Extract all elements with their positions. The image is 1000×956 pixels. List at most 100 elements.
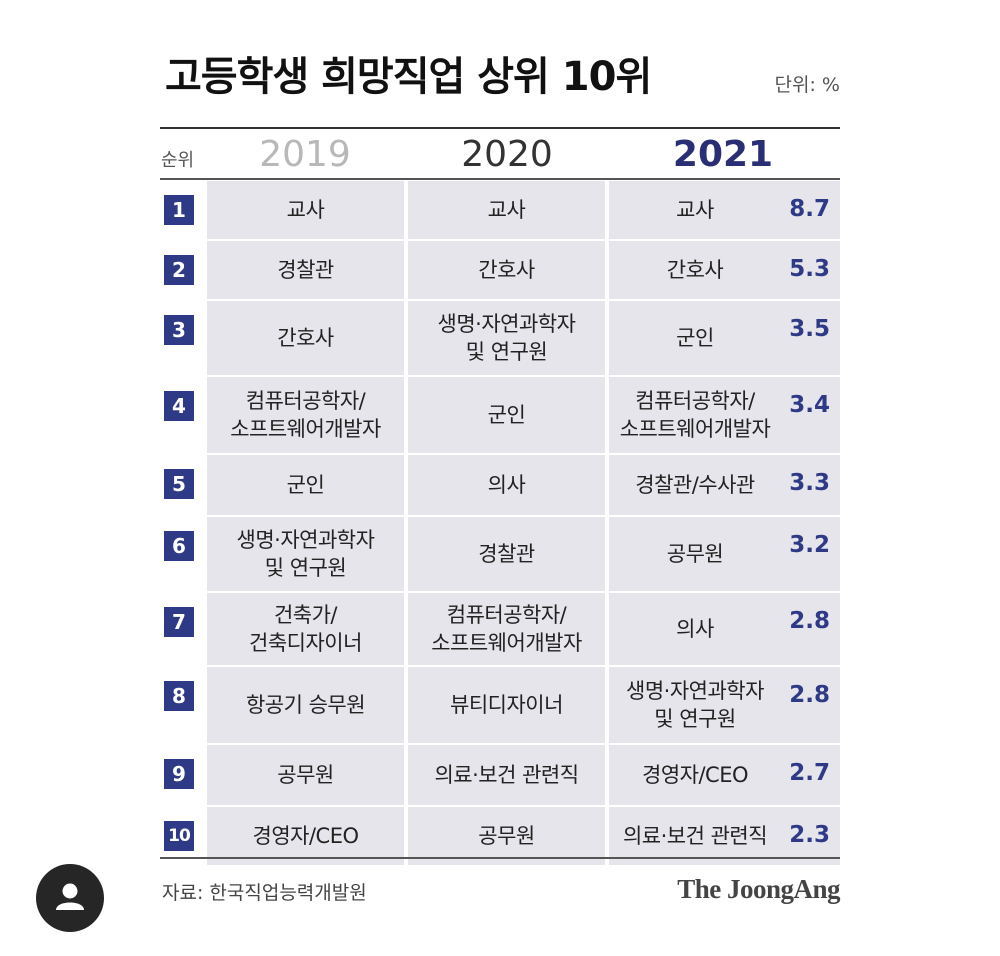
occupation-label: 교사	[487, 198, 526, 222]
percent-value: 3.3	[789, 470, 830, 496]
percent-value: 8.7	[789, 196, 830, 222]
rank-badge: 9	[164, 759, 194, 789]
cell-2020: 의사	[408, 455, 605, 515]
occupation-label: 생명·자연과학자 및 연구원	[626, 679, 764, 731]
header-2019: 2019	[259, 134, 351, 175]
cell-2019: 경영자/CEO	[207, 807, 404, 865]
cell-2020: 간호사	[408, 241, 605, 299]
cell-2020: 군인	[408, 377, 605, 453]
cell-2021: 군인 3.5	[609, 301, 840, 375]
cell-2019: 생명·자연과학자 및 연구원	[207, 517, 404, 591]
cell-2020: 의료·보건 관련직	[408, 745, 605, 805]
occupation-label: 컴퓨터공학자/ 소프트웨어개발자	[431, 603, 582, 655]
unit-label: 단위: %	[774, 74, 840, 96]
occupation-label: 간호사	[478, 258, 535, 282]
table-row: 6 생명·자연과학자 및 연구원 경찰관 공무원 3.2	[160, 517, 840, 593]
occupation-label: 군인	[676, 326, 714, 350]
cell-2019: 건축가/ 건축디자이너	[207, 593, 404, 665]
chart-title: 고등학생 희망직업 상위 10위	[165, 54, 652, 100]
occupation-label: 의료·보건 관련직	[622, 824, 768, 848]
cell-2019: 군인	[207, 455, 404, 515]
cell-2021: 간호사 5.3	[609, 241, 840, 299]
cell-2021: 경영자/CEO 2.7	[609, 745, 840, 805]
rank-badge: 8	[164, 681, 194, 711]
header-rank: 순위	[161, 150, 195, 171]
occupation-label: 컴퓨터공학자/ 소프트웨어개발자	[619, 389, 771, 441]
cell-2019: 공무원	[207, 745, 404, 805]
table-row: 1 교사 교사 교사 8.7	[160, 181, 840, 241]
percent-value: 2.3	[789, 822, 830, 848]
cell-2019: 항공기 승무원	[207, 667, 404, 743]
percent-value: 2.7	[789, 760, 830, 786]
occupation-label: 간호사	[666, 258, 724, 282]
occupation-label: 경찰관	[478, 542, 535, 566]
occupation-label: 의사	[676, 617, 714, 641]
occupation-label: 공무원	[666, 542, 724, 566]
occupation-label: 군인	[286, 473, 325, 497]
percent-value: 3.4	[789, 392, 830, 418]
percent-value: 3.5	[789, 316, 830, 342]
rank-badge: 1	[164, 195, 194, 225]
joongang-logo: The JoongAng	[677, 874, 840, 904]
occupation-label: 의료·보건 관련직	[434, 763, 579, 787]
table-row: 9 공무원 의료·보건 관련직 경영자/CEO 2.7	[160, 745, 840, 807]
cell-2020: 공무원	[408, 807, 605, 865]
occupation-label: 뷰티디자이너	[450, 693, 563, 717]
percent-value: 3.2	[789, 532, 830, 558]
occupation-label: 항공기 승무원	[245, 693, 366, 717]
table-row: 3 간호사 생명·자연과학자 및 연구원 군인 3.5	[160, 301, 840, 377]
header-2021: 2021	[672, 134, 774, 175]
occupation-label: 공무원	[478, 824, 535, 848]
table-row: 5 군인 의사 경찰관/수사관 3.3	[160, 455, 840, 517]
rank-badge: 2	[164, 255, 194, 285]
table-row: 10 경영자/CEO 공무원 의료·보건 관련직 2.3	[160, 807, 840, 867]
occupation-label: 생명·자연과학자 및 연구원	[236, 528, 375, 580]
occupation-label: 경찰관	[277, 258, 334, 282]
cell-2021: 경찰관/수사관 3.3	[609, 455, 840, 515]
cell-2020: 교사	[408, 181, 605, 239]
cell-2021: 의사 2.8	[609, 593, 840, 665]
cell-2021: 컴퓨터공학자/ 소프트웨어개발자 3.4	[609, 377, 840, 453]
header-rule	[160, 178, 840, 180]
header-2020: 2020	[461, 134, 553, 175]
occupation-label: 간호사	[277, 326, 334, 350]
table-row: 2 경찰관 간호사 간호사 5.3	[160, 241, 840, 301]
cell-2020: 컴퓨터공학자/ 소프트웨어개발자	[408, 593, 605, 665]
cell-2019: 교사	[207, 181, 404, 239]
occupation-label: 생명·자연과학자 및 연구원	[437, 312, 576, 364]
occupation-label: 교사	[676, 198, 714, 222]
occupation-label: 건축가/ 건축디자이너	[249, 603, 362, 655]
rank-badge: 3	[164, 315, 194, 345]
cell-2020: 뷰티디자이너	[408, 667, 605, 743]
occupation-label: 경영자/CEO	[252, 824, 360, 848]
cell-2021: 생명·자연과학자 및 연구원 2.8	[609, 667, 840, 743]
cell-2019: 경찰관	[207, 241, 404, 299]
cell-2019: 컴퓨터공학자/ 소프트웨어개발자	[207, 377, 404, 453]
percent-value: 2.8	[789, 682, 830, 708]
rank-badge: 6	[164, 531, 194, 561]
cell-2021: 교사 8.7	[609, 181, 840, 239]
rank-badge: 7	[164, 607, 194, 637]
cell-2021: 의료·보건 관련직 2.3	[609, 807, 840, 865]
cell-2021: 공무원 3.2	[609, 517, 840, 591]
bottom-rule	[160, 857, 840, 859]
avatar-button[interactable]	[36, 864, 104, 932]
occupation-label: 의사	[487, 473, 526, 497]
cell-2020: 경찰관	[408, 517, 605, 591]
source-note: 자료: 한국직업능력개발원	[162, 882, 367, 904]
rank-badge: 5	[164, 469, 194, 499]
occupation-label: 군인	[487, 403, 526, 427]
rank-badge: 4	[164, 391, 194, 421]
ranking-table: 1 교사 교사 교사 8.7 2 경찰관 간호사 간호사 5.3 3 간호사 생명·자연과학자 및 연구…	[160, 181, 840, 867]
top-rule	[160, 127, 840, 129]
cell-2019: 간호사	[207, 301, 404, 375]
occupation-label: 경영자/CEO	[642, 763, 749, 787]
cell-2020: 생명·자연과학자 및 연구원	[408, 301, 605, 375]
table-row: 7 건축가/ 건축디자이너 컴퓨터공학자/ 소프트웨어개발자 의사 2.8	[160, 593, 840, 667]
occupation-label: 경찰관/수사관	[635, 473, 755, 497]
occupation-label: 공무원	[277, 763, 334, 787]
occupation-label: 교사	[286, 198, 325, 222]
percent-value: 5.3	[789, 256, 830, 282]
user-icon	[56, 883, 84, 910]
table-row: 4 컴퓨터공학자/ 소프트웨어개발자 군인 컴퓨터공학자/ 소프트웨어개발자 3.4	[160, 377, 840, 455]
